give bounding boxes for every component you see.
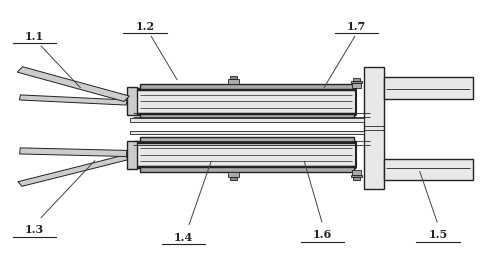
Bar [140,114,354,119]
Polygon shape [17,67,129,101]
Text: 1.7: 1.7 [347,21,366,32]
Bar [351,175,362,177]
Bar [351,170,361,175]
Text: 1.4: 1.4 [174,232,193,243]
Bar [127,87,137,115]
Bar [127,141,137,169]
Bar [384,77,473,99]
Polygon shape [19,95,127,105]
Text: 1.6: 1.6 [313,229,332,240]
Bar [131,118,363,122]
Bar [363,67,384,189]
Text: 1.5: 1.5 [428,229,448,240]
Bar [140,84,354,89]
Text: 1.2: 1.2 [135,21,154,32]
Text: 1.3: 1.3 [25,224,44,235]
Bar [131,131,363,134]
Bar [352,78,360,81]
Bar [228,79,239,84]
Bar [140,137,354,142]
Polygon shape [20,148,127,156]
Bar [351,81,362,83]
Bar [228,172,239,177]
Bar [135,89,356,114]
Polygon shape [18,155,129,186]
Text: 1.1: 1.1 [25,31,44,42]
Bar [352,177,360,180]
Bar [351,83,361,88]
Bar [140,167,354,172]
Bar [229,177,237,180]
Bar [384,158,473,180]
Bar [135,142,356,167]
Bar [229,76,237,79]
